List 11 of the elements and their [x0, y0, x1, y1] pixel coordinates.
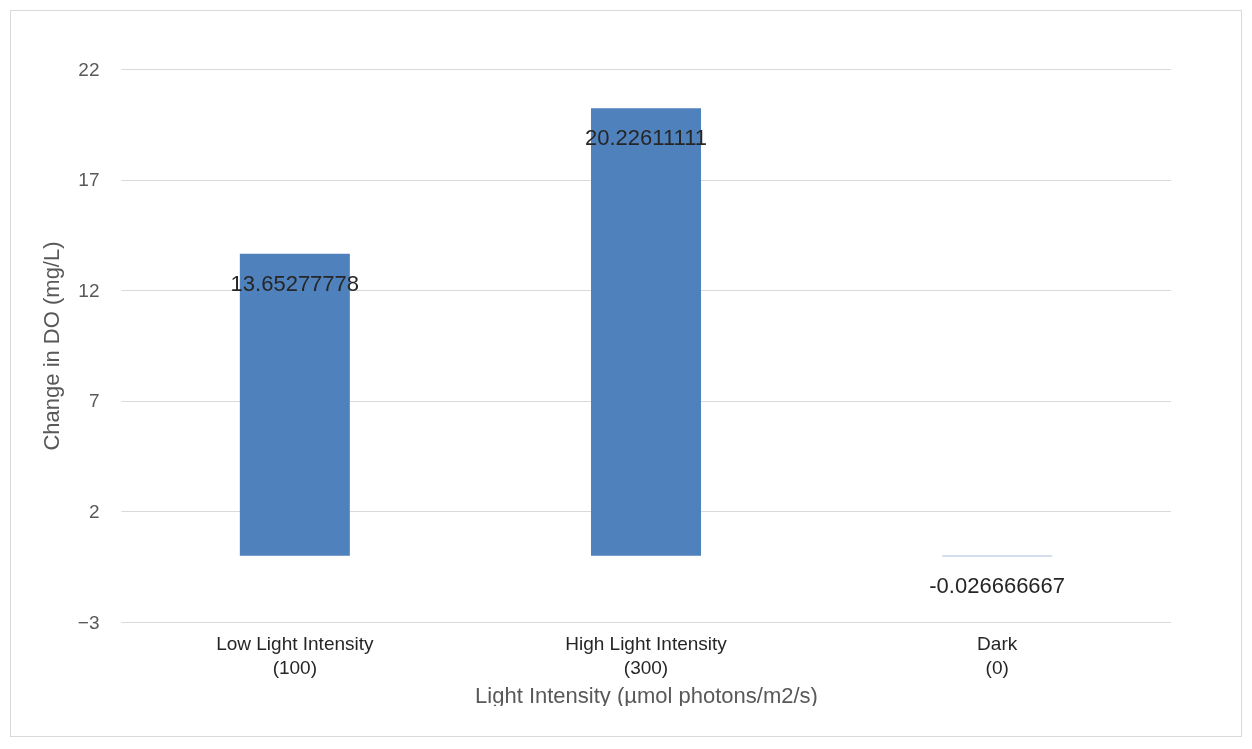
y-tick-label: 12 [78, 279, 100, 301]
y-tick-label: 17 [78, 169, 100, 191]
x-tick-label: Low Light Intensity (100) [216, 632, 375, 678]
y-tick-label: −3 [77, 611, 100, 633]
x-tick-label: High Light Intensity (300) [565, 632, 728, 678]
x-tick-label: Dark (0) [977, 632, 1018, 678]
y-tick-label: 7 [88, 390, 100, 412]
y-tick-label: 2 [88, 500, 100, 522]
y-tick-label: 22 [78, 58, 100, 80]
data-label: -0.026666667 [929, 573, 1066, 599]
y-axis-title: Change in DO (mg/L) [38, 241, 64, 451]
